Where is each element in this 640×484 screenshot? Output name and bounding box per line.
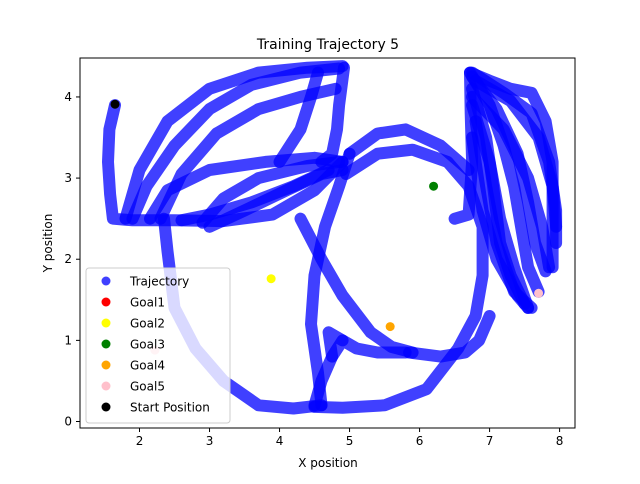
legend-marker [101, 276, 111, 286]
y-tick-label: 2 [64, 252, 72, 266]
x-tick-label: 8 [556, 434, 564, 448]
goal2-marker [266, 274, 276, 284]
y-tick-label: 0 [64, 415, 72, 429]
legend-marker [101, 402, 111, 412]
x-tick-label: 5 [346, 434, 354, 448]
trajectory-stroke [305, 147, 356, 412]
legend-marker [101, 381, 111, 391]
legend-label: Goal4 [130, 359, 165, 373]
legend: Trajectory Goal1 Goal2 Goal3 Goal4 Goal5 Start… [85, 267, 231, 424]
legend-marker [101, 339, 111, 349]
y-axis-ticks: 0 1 2 3 4 [64, 90, 80, 429]
goal3-marker [429, 181, 439, 191]
y-tick-label: 1 [64, 333, 72, 347]
trajectory-stroke [403, 310, 496, 363]
y-tick-label: 3 [64, 171, 72, 185]
legend-marker [101, 297, 111, 307]
legend-label: Goal2 [130, 317, 165, 331]
x-tick-label: 2 [136, 434, 144, 448]
x-tick-label: 7 [486, 434, 494, 448]
plot-frame [79, 57, 576, 429]
trajectory-stroke [343, 123, 475, 176]
trajectory-stroke [466, 90, 556, 274]
legend-label: Goal3 [130, 338, 165, 352]
goal4-marker [385, 322, 395, 332]
x-axis-ticks: 2 3 4 5 6 7 8 [136, 428, 564, 448]
trajectory-stroke [466, 131, 535, 314]
trajectory-stroke [469, 74, 563, 233]
legend-label: Goal5 [130, 380, 165, 394]
start-position-marker [110, 99, 120, 109]
legend-marker [101, 360, 111, 370]
x-axis-label: X position [298, 456, 358, 470]
trajectory-stroke [273, 66, 324, 168]
legend-label: Goal1 [130, 296, 165, 310]
y-axis-label: Y position [41, 214, 55, 274]
trajectory-stroke [308, 143, 489, 414]
x-tick-label: 3 [206, 434, 214, 448]
legend-label: Trajectory [129, 275, 189, 289]
trajectory-stroke [175, 164, 335, 227]
goal5-marker [534, 288, 544, 298]
trajectory-stroke [315, 61, 350, 168]
x-tick-label: 6 [416, 434, 424, 448]
x-tick-label: 4 [276, 434, 284, 448]
trajectory-stroke [322, 326, 349, 363]
trajectory-stroke [119, 60, 349, 225]
legend-box [85, 267, 231, 424]
legend-marker [101, 318, 111, 328]
legend-label: Start Position [130, 401, 210, 415]
y-tick-label: 4 [64, 90, 72, 104]
chart-title: Training Trajectory 5 [256, 37, 399, 53]
